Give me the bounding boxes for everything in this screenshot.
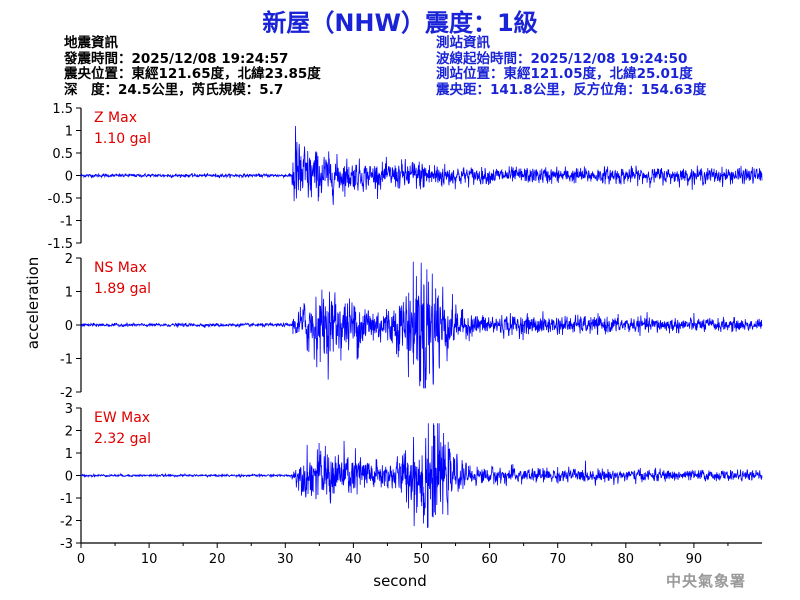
x-tick-label: 80 xyxy=(618,552,635,567)
y-tick-label: 0 xyxy=(65,470,73,485)
y-tick-label: 0.5 xyxy=(52,147,73,162)
x-axis-title: second xyxy=(373,572,427,590)
y-axis-title: acceleration xyxy=(24,257,42,349)
station-info-heading: 測站資訊 xyxy=(436,35,490,51)
y-tick-label: -0.5 xyxy=(48,192,73,207)
max-value-label: 1.10 gal xyxy=(94,131,151,147)
y-tick-label: -1.5 xyxy=(48,237,73,252)
x-tick-label: 10 xyxy=(141,552,158,567)
x-tick-label: 70 xyxy=(549,552,566,567)
max-label: EW Max xyxy=(94,410,150,426)
x-tick-label: 40 xyxy=(345,552,362,567)
panel-z: -1.5 -1 -0.5 0 0.5 1 1.5 Z Max 1.10 gal xyxy=(48,102,763,252)
waveform-trace-ew xyxy=(80,423,763,528)
y-tick-label: -1 xyxy=(60,215,73,230)
max-value-label: 1.89 gal xyxy=(94,281,151,297)
origin-time-text: 發震時間：2025/12/08 19:24:57 xyxy=(64,50,289,67)
x-tick-label: 50 xyxy=(413,552,430,567)
x-tick-label: 30 xyxy=(277,552,294,567)
y-tick-label: -1 xyxy=(60,492,73,507)
distance-azimuth-text: 震央距：141.8公里，反方位角：154.63度 xyxy=(436,81,707,98)
y-tick-label: -2 xyxy=(60,515,73,530)
max-label: NS Max xyxy=(94,260,147,276)
panel-ns: -2 -1 0 1 2 NS Max 1.89 gal xyxy=(60,252,763,401)
waveform-trace-ns xyxy=(80,261,763,389)
station-location-text: 測站位置：東經121.05度，北緯25.01度 xyxy=(436,66,693,82)
y-tick-label: -1 xyxy=(60,353,73,368)
station-info-panel: 測站資訊 波線起始時間：2025/12/08 19:24:50 測站位置：東經1… xyxy=(436,35,707,98)
y-tick-label: 3 xyxy=(65,402,73,417)
earthquake-info-panel: 地震資訊 發震時間：2025/12/08 19:24:57 震央位置：東經121… xyxy=(64,35,321,98)
y-tick-label: -2 xyxy=(60,386,73,401)
x-tick-label: 90 xyxy=(686,552,703,567)
depth-magnitude-text: 深 度：24.5公里，芮氏規模：5.7 xyxy=(64,81,284,98)
wave-start-text: 波線起始時間：2025/12/08 19:24:50 xyxy=(436,50,688,67)
y-tick-label: 1.5 xyxy=(52,102,73,117)
y-tick-label: 1 xyxy=(65,447,73,462)
y-tick-label: 1 xyxy=(65,286,73,301)
earthquake-info-heading: 地震資訊 xyxy=(64,35,118,51)
epicenter-text: 震央位置：東經121.65度，北緯23.85度 xyxy=(64,66,321,82)
max-label: Z Max xyxy=(94,110,137,126)
agency-watermark: 中央氣象署 xyxy=(665,572,746,590)
x-tick-label: 60 xyxy=(481,552,498,567)
chart-title: 新屋（NHW）震度：1級 xyxy=(262,9,538,37)
y-tick-label: 2 xyxy=(65,252,73,267)
panel-ew: -3 -2 -1 0 1 2 3 EW Max 2.32 gal xyxy=(60,402,763,552)
y-tick-label: 2 xyxy=(65,425,73,440)
waveform-trace-z xyxy=(80,125,763,205)
max-value-label: 2.32 gal xyxy=(94,431,151,447)
x-tick-label: 0 xyxy=(77,552,85,567)
y-tick-label: 0 xyxy=(65,170,73,185)
x-tick-label: 20 xyxy=(209,552,226,567)
y-tick-label: -3 xyxy=(60,537,73,552)
y-tick-label: 1 xyxy=(65,125,73,140)
y-tick-label: 0 xyxy=(65,319,73,334)
